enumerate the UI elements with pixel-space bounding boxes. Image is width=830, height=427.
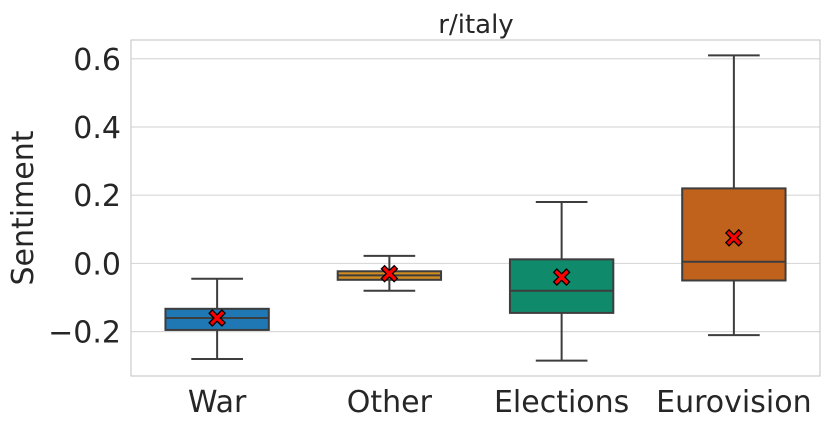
y-tick-label: 0.0 — [73, 247, 121, 282]
y-tick-label: 0.6 — [73, 43, 121, 78]
mean-marker — [380, 264, 399, 283]
x-tick-label: Elections — [494, 385, 629, 420]
x-tick-labels: War Other Elections Eurovision — [188, 385, 812, 420]
iqr-box — [508, 258, 615, 314]
y-tick-labels: −0.2 0.0 0.2 0.4 0.6 — [48, 43, 121, 351]
x-tick-label: Eurovision — [656, 385, 811, 420]
y-tick-label: −0.2 — [48, 316, 121, 351]
chart-title: r/italy — [438, 10, 513, 40]
box-other — [336, 254, 443, 292]
mean-marker — [724, 228, 743, 247]
box-war — [164, 277, 270, 360]
y-tick-label: 0.4 — [73, 111, 121, 146]
box-eurovision — [681, 54, 787, 337]
mean-marker — [208, 309, 227, 327]
box-elections — [508, 201, 615, 362]
y-tick-label: 0.2 — [73, 179, 121, 214]
boxes — [164, 54, 787, 362]
x-tick-label: Other — [347, 385, 433, 420]
x-tick-label: War — [188, 385, 247, 420]
mean-marker — [552, 268, 571, 286]
plot-frame — [130, 39, 821, 377]
y-axis-label: Sentiment — [6, 130, 41, 285]
